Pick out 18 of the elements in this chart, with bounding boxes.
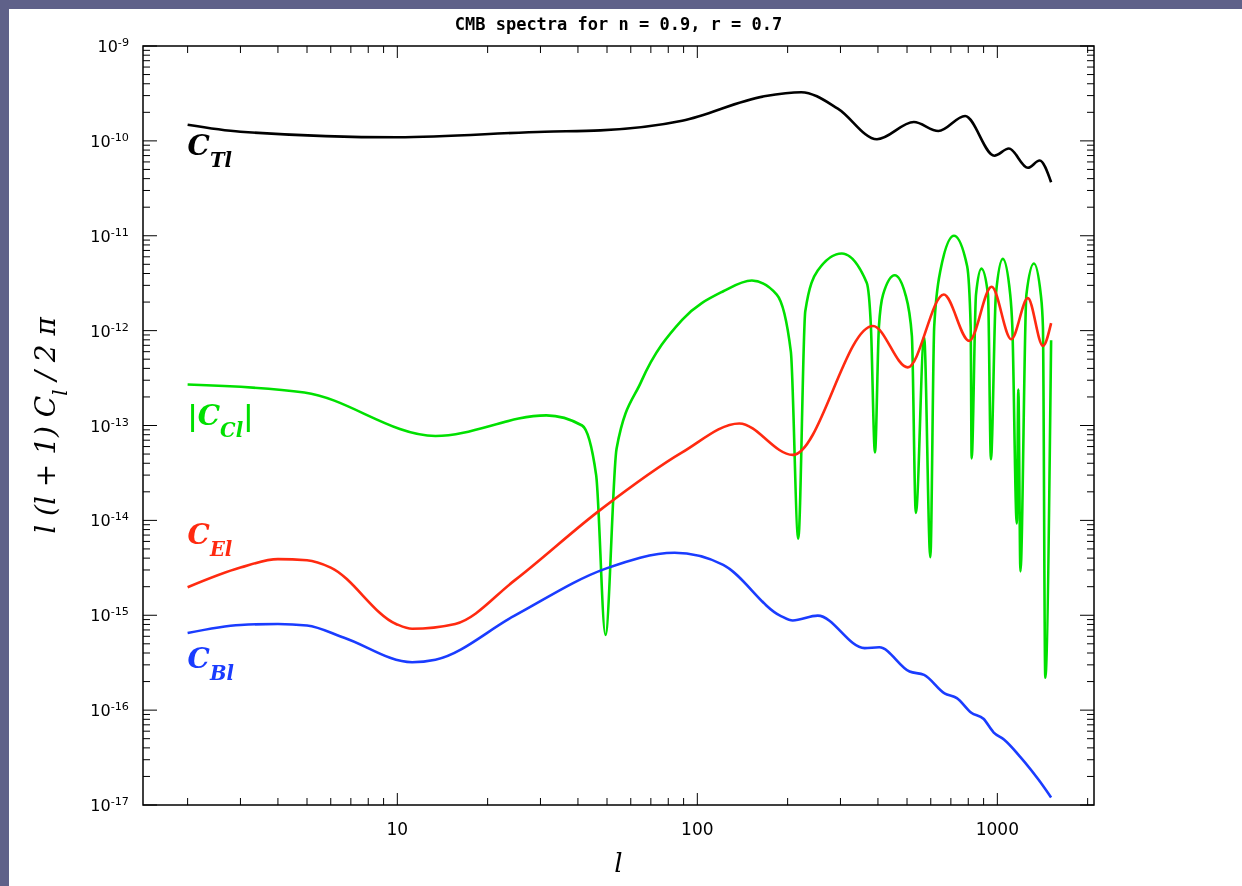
series-label: C$_{Bl}$ [187,642,234,685]
series-label: C$_{El}$ [187,518,233,561]
y-tick-label: 10$^{-16}$ [90,699,129,721]
y-tick-label: 10$^{-15}$ [90,604,129,626]
x-tick-label: 10 [386,819,409,839]
y-tick-label: 10$^{-17}$ [90,794,129,815]
y-tick-label: 10$^{-9}$ [97,35,129,56]
x-axis-title: l [614,848,623,878]
y-tick-label: 10$^{-11}$ [90,225,129,246]
series-label: |C$_{Cl}$| [187,398,254,442]
x-tick-label: 1000 [975,819,1019,839]
y-tick-label: 10$^{-14}$ [90,509,129,531]
y-tick-label: 10$^{-13}$ [90,415,129,436]
x-tick-label: 100 [681,819,714,839]
y-tick-label: 10$^{-10}$ [90,130,129,151]
chart-title: CMB spectra for n = 0.9, r = 0.7 [454,14,783,34]
y-tick-label: 10$^{-12}$ [90,320,129,341]
series-label: C$_{Tl}$ [187,128,232,172]
